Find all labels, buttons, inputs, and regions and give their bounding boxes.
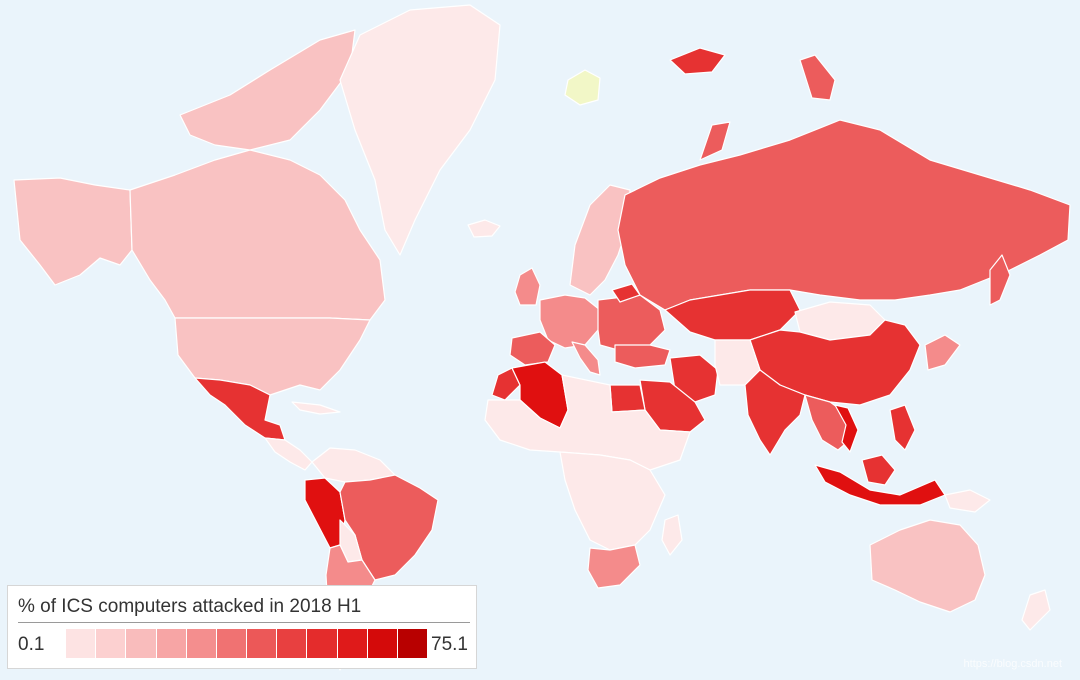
legend-swatch <box>337 629 368 658</box>
legend-swatch <box>307 629 338 658</box>
country-morocco[interactable] <box>491 367 521 401</box>
country-madagascar[interactable] <box>661 514 683 556</box>
country-north-central-africa[interactable] <box>484 374 691 471</box>
legend-title: % of ICS computers attacked in 2018 H1 <box>18 596 362 617</box>
country-australia[interactable] <box>869 519 986 613</box>
country-cuba[interactable] <box>291 401 341 415</box>
legend-swatch <box>367 629 398 658</box>
country-central-america[interactable] <box>264 437 313 471</box>
country-korea-japan[interactable] <box>924 334 961 371</box>
legend-swatch <box>216 629 248 658</box>
country-borneo[interactable] <box>861 454 896 486</box>
country-turkey[interactable] <box>614 344 671 369</box>
country-alaska[interactable] <box>13 177 133 286</box>
country-uk[interactable] <box>514 267 541 306</box>
country-western-europe[interactable] <box>539 294 601 349</box>
legend-swatch <box>96 629 127 658</box>
legend-max-label: 75.1 <box>431 634 468 655</box>
country-brazil[interactable] <box>339 474 439 581</box>
watermark: https://blog.csdn.net <box>963 658 1062 670</box>
legend-swatch <box>247 629 278 658</box>
country-sakhalin[interactable] <box>989 254 1011 306</box>
country-novaya-zemlya[interactable] <box>699 121 731 161</box>
legend-color-scale <box>66 629 429 658</box>
country-canada-islands[interactable] <box>179 29 356 151</box>
legend-swatch <box>126 629 157 658</box>
country-south-africa[interactable] <box>587 544 641 589</box>
legend-swatch <box>156 629 187 658</box>
country-papua[interactable] <box>944 489 991 513</box>
country-egypt[interactable] <box>609 384 646 413</box>
country-vietnam[interactable] <box>834 404 859 453</box>
country-central-southern-africa[interactable] <box>559 451 666 551</box>
map-legend: % of ICS computers attacked in 2018 H1 0… <box>7 585 477 669</box>
country-italy[interactable] <box>571 341 601 376</box>
country-severnaya[interactable] <box>799 54 836 101</box>
country-iberia[interactable] <box>509 331 556 366</box>
country-greenland[interactable] <box>339 4 501 256</box>
legend-swatch <box>277 629 308 658</box>
legend-swatch <box>186 629 217 658</box>
country-india[interactable] <box>744 369 806 456</box>
legend-swatch <box>66 629 97 658</box>
country-iceland[interactable] <box>467 219 501 238</box>
legend-swatch <box>397 629 429 658</box>
country-new-zealand[interactable] <box>1021 589 1051 631</box>
legend-min-label: 0.1 <box>18 634 45 655</box>
country-franz-josef[interactable] <box>669 47 726 75</box>
country-svalbard <box>564 69 601 106</box>
country-taiwan-philippines[interactable] <box>889 404 916 451</box>
country-mexico[interactable] <box>194 377 286 441</box>
legend-divider <box>18 622 470 623</box>
